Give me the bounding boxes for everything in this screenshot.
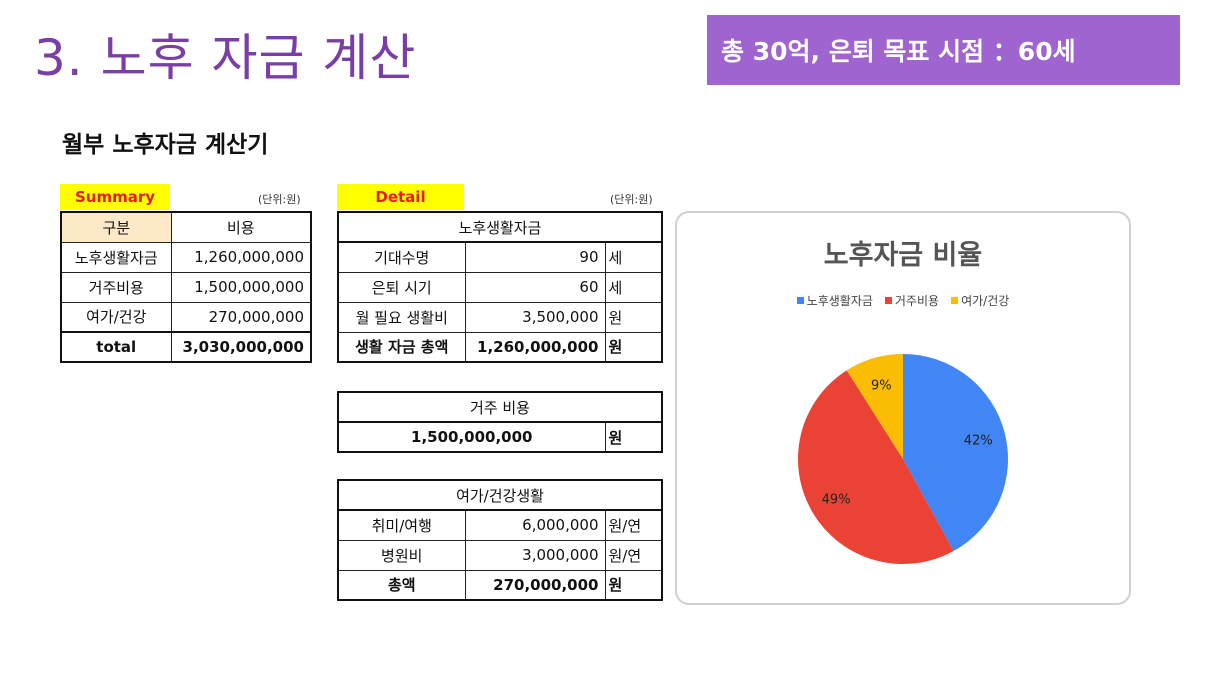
legend-item: 거주비용	[884, 292, 940, 309]
table-row: 병원비 3,000,000 원/연	[337, 539, 663, 571]
legend-swatch	[796, 297, 804, 304]
legend-item: 노후생활자금	[796, 292, 873, 309]
housing-cost-header-row: 거주 비용	[337, 391, 663, 423]
detail-row-value: 90	[464, 241, 606, 273]
detail-row-value: 3,000,000	[464, 539, 606, 571]
pie-slice	[846, 354, 903, 459]
detail-row-unit: 원	[604, 301, 663, 333]
living-cost-total-value: 1,260,000,000	[464, 331, 606, 363]
housing-cost-value: 1,500,000,000	[337, 421, 606, 453]
pie-slice	[797, 370, 954, 565]
pie-slice-label: 42%	[964, 434, 993, 449]
slide-title: 3. 노후 자금 계산	[34, 29, 417, 87]
housing-cost-header: 거주 비용	[337, 391, 663, 423]
table-row: 노후생활자금 1,260,000,000	[60, 241, 312, 273]
pie-slice-label: 49%	[822, 493, 851, 508]
living-cost-total-label: 생활 자금 총액	[337, 331, 466, 363]
table-row: 은퇴 시기 60 세	[337, 271, 663, 303]
pie-chart-panel: 노후자금 비율 노후생활자금 거주비용 여가/건강 42% 49% 9%	[675, 211, 1131, 605]
table-row: 월 필요 생활비 3,500,000 원	[337, 301, 663, 333]
leisure-cost-table: 여가/건강생활 취미/여행 6,000,000 원/연 병원비 3,000,00…	[337, 479, 663, 601]
living-cost-header: 노후생활자금	[337, 211, 663, 243]
leisure-cost-header: 여가/건강생활	[337, 479, 663, 511]
detail-row-unit: 원/연	[604, 539, 663, 571]
chart-legend: 노후생활자금 거주비용 여가/건강	[677, 292, 1129, 309]
living-cost-total-unit: 원	[604, 331, 663, 363]
housing-cost-unit: 원	[604, 421, 663, 453]
living-cost-header-row: 노후생활자금	[337, 211, 663, 243]
summary-tag: Summary	[60, 184, 170, 210]
legend-swatch	[884, 297, 892, 304]
summary-total-label: total	[60, 331, 172, 363]
detail-tag: Detail	[337, 184, 464, 210]
summary-row-label: 노후생활자금	[60, 241, 172, 273]
detail-row-value: 3,500,000	[464, 301, 606, 333]
summary-total-value: 3,030,000,000	[170, 331, 312, 363]
detail-row-value: 60	[464, 271, 606, 303]
housing-cost-row: 1,500,000,000 원	[337, 421, 663, 453]
detail-row-unit: 세	[604, 241, 663, 273]
legend-swatch	[951, 297, 959, 304]
detail-row-label: 월 필요 생활비	[337, 301, 466, 333]
summary-row-value: 270,000,000	[170, 301, 312, 333]
summary-total-row: total 3,030,000,000	[60, 331, 312, 363]
detail-row-unit: 세	[604, 271, 663, 303]
summary-unit-note: (단위:원)	[258, 193, 301, 206]
summary-header-gubun: 구분	[60, 211, 172, 243]
summary-header-cost: 비용	[170, 211, 312, 243]
table-row: 여가/건강 270,000,000	[60, 301, 312, 333]
pie-slice	[903, 354, 1008, 552]
leisure-cost-header-row: 여가/건강생활	[337, 479, 663, 511]
leisure-cost-total-value: 270,000,000	[464, 569, 606, 601]
summary-row-value: 1,500,000,000	[170, 271, 312, 303]
leisure-cost-total-label: 총액	[337, 569, 466, 601]
chart-title: 노후자금 비율	[823, 240, 983, 271]
table-row: 기대수명 90 세	[337, 241, 663, 273]
legend-label: 거주비용	[894, 294, 940, 308]
leisure-cost-total-row: 총액 270,000,000 원	[337, 569, 663, 601]
detail-row-label: 은퇴 시기	[337, 271, 466, 303]
leisure-cost-total-unit: 원	[604, 569, 663, 601]
detail-row-label: 기대수명	[337, 241, 466, 273]
detail-row-unit: 원/연	[604, 509, 663, 541]
table-row: 거주비용 1,500,000,000	[60, 271, 312, 303]
pie-slice-label: 9%	[871, 378, 892, 393]
detail-row-label: 병원비	[337, 539, 466, 571]
detail-unit-note: (단위:원)	[610, 193, 653, 206]
detail-row-label: 취미/여행	[337, 509, 466, 541]
calculator-title: 월부 노후자금 계산기	[62, 132, 269, 158]
housing-cost-table: 거주 비용 1,500,000,000 원	[337, 391, 663, 453]
detail-row-value: 6,000,000	[464, 509, 606, 541]
living-cost-total-row: 생활 자금 총액 1,260,000,000 원	[337, 331, 663, 363]
summary-row-label: 거주비용	[60, 271, 172, 303]
legend-item: 여가/건강	[951, 292, 1009, 309]
summary-table: 구분 비용 노후생활자금 1,260,000,000 거주비용 1,500,00…	[60, 211, 312, 363]
summary-row-label: 여가/건강	[60, 301, 172, 333]
pie-chart: 42% 49% 9%	[797, 354, 1008, 565]
legend-label: 여가/건강	[961, 294, 1010, 308]
legend-label: 노후생활자금	[806, 294, 873, 308]
summary-header-row: 구분 비용	[60, 211, 312, 243]
summary-row-value: 1,260,000,000	[170, 241, 312, 273]
living-cost-table: 노후생활자금 기대수명 90 세 은퇴 시기 60 세 월 필요 생활비 3,5…	[337, 211, 663, 363]
table-row: 취미/여행 6,000,000 원/연	[337, 509, 663, 541]
goal-banner: 총 30억, 은퇴 목표 시점 ：60세	[707, 15, 1180, 85]
